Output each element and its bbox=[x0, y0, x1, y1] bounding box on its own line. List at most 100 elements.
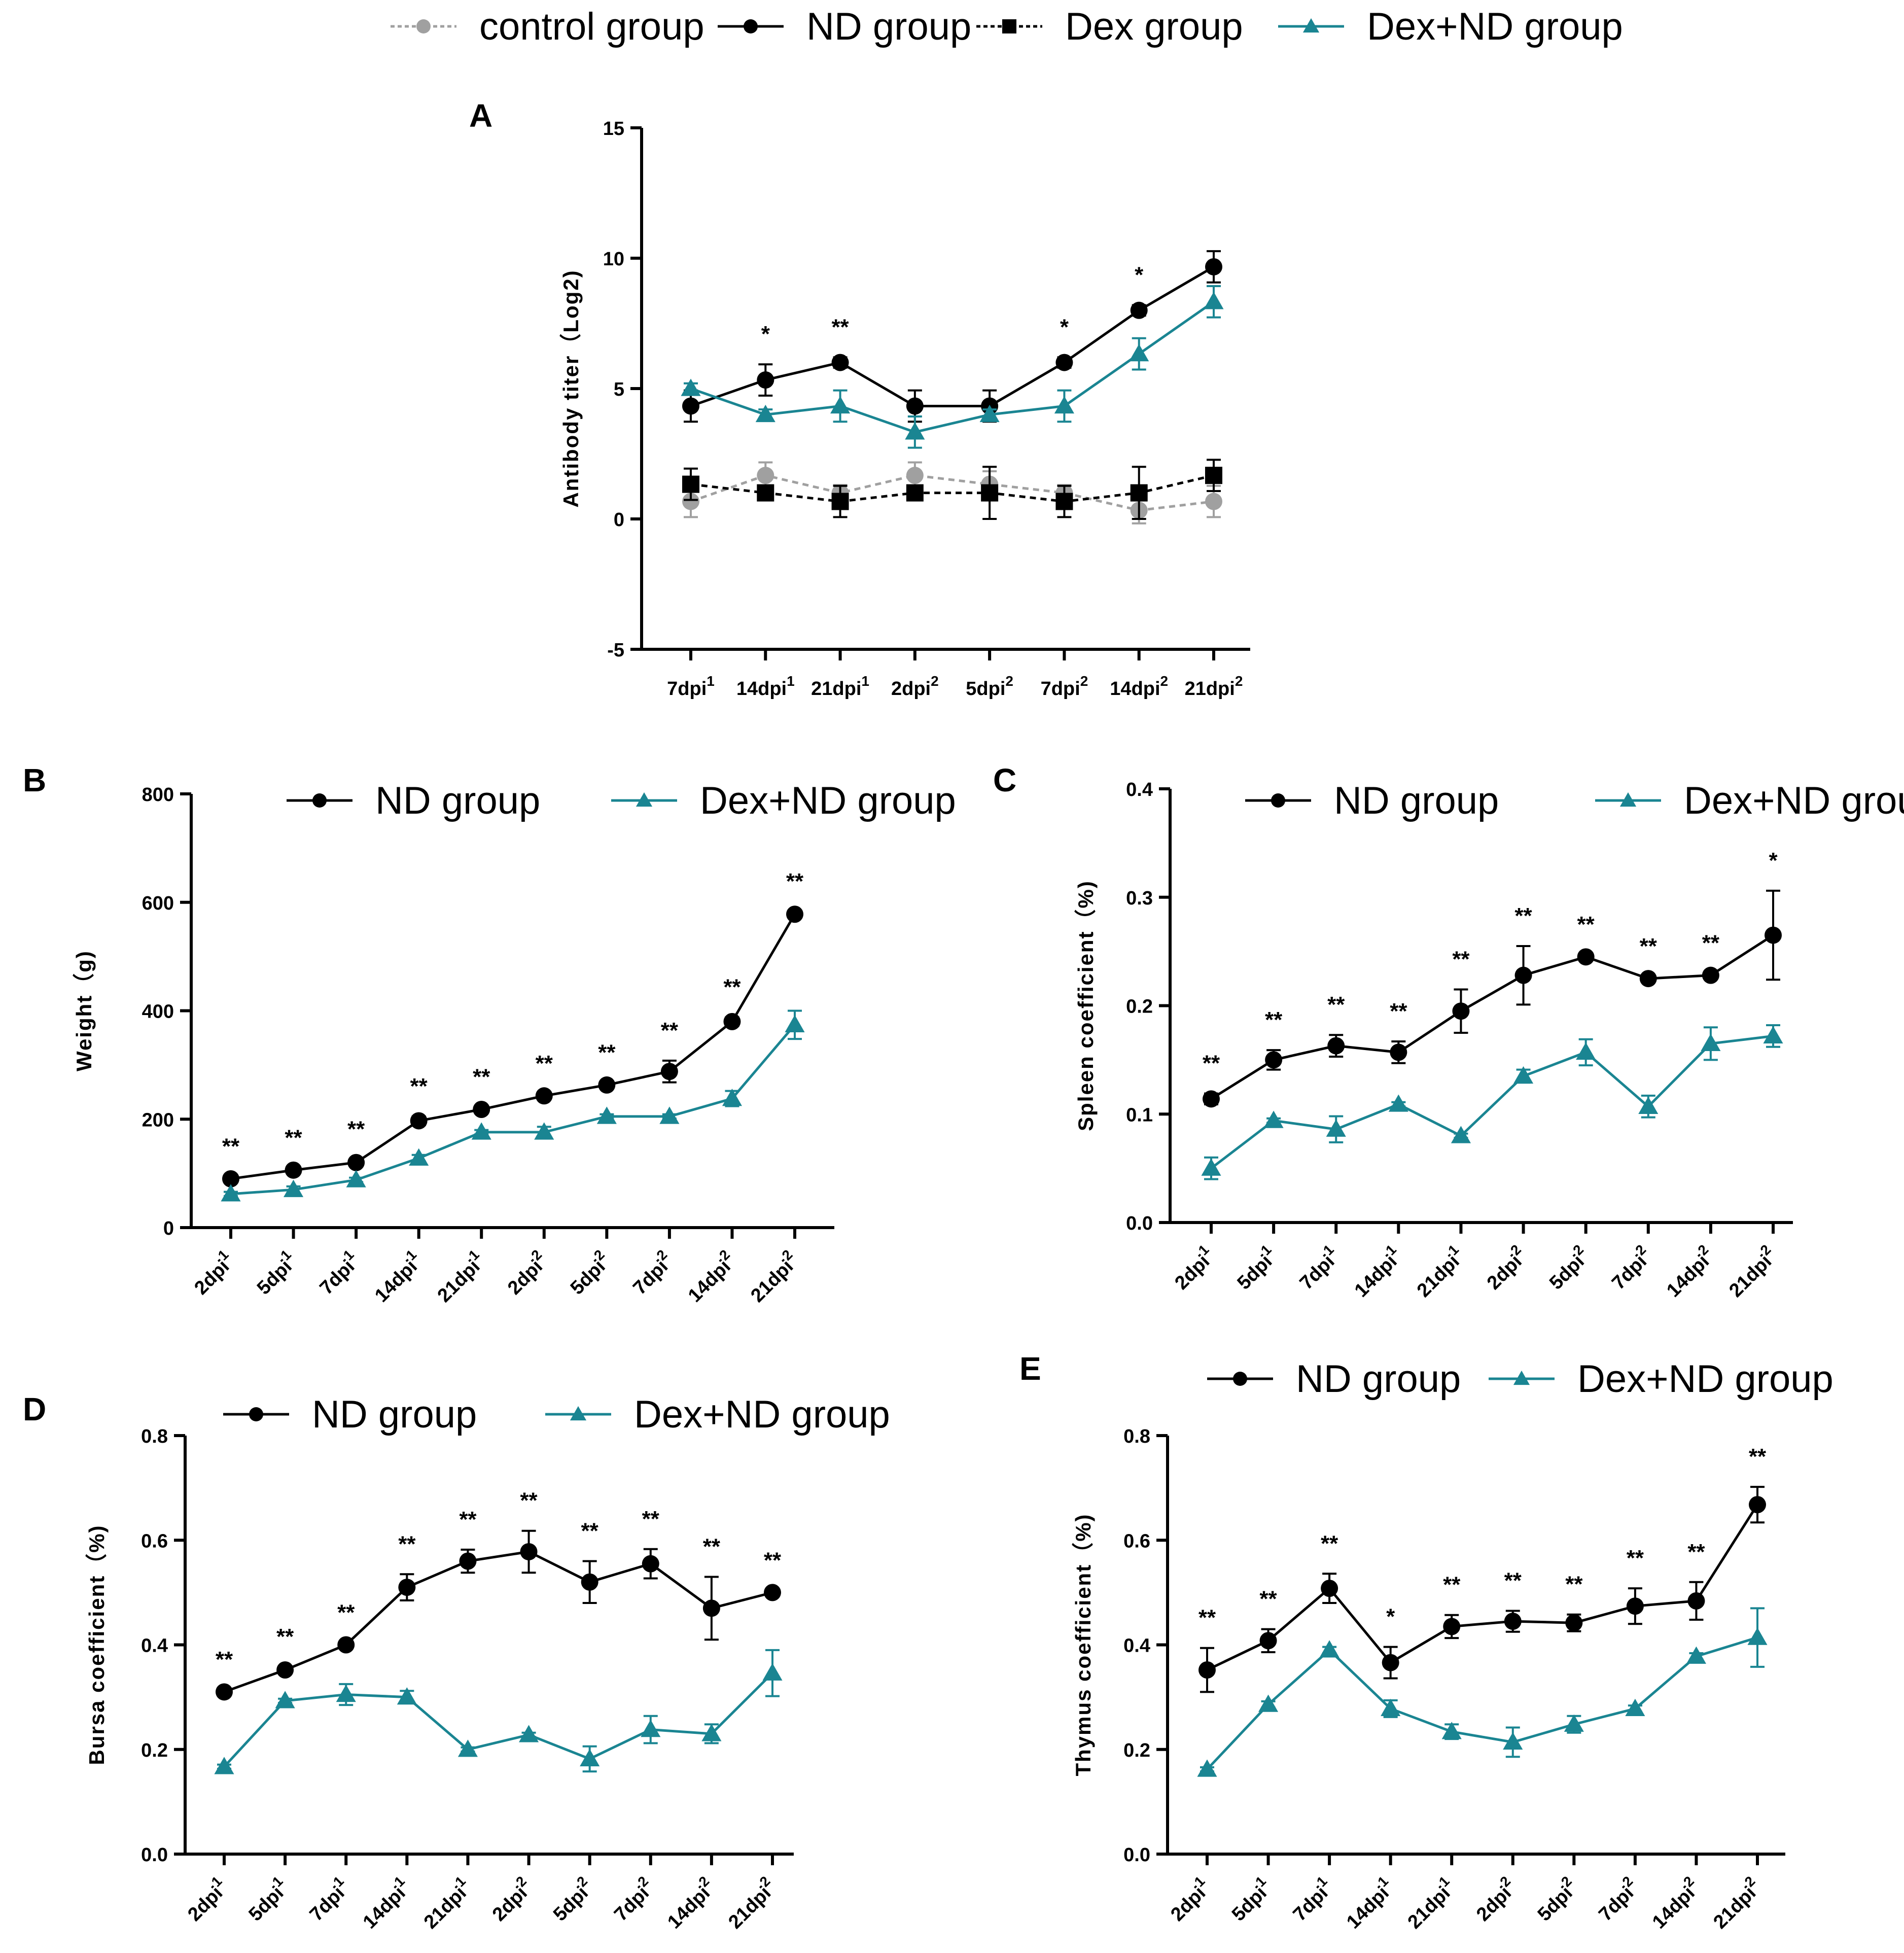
legend-nd: ND group bbox=[718, 5, 971, 48]
legend-dex-label: Dex group bbox=[1065, 5, 1243, 48]
significance-mark: ** bbox=[473, 1065, 490, 1090]
panel-label: A bbox=[469, 97, 492, 134]
y-tick-label: -5 bbox=[607, 640, 624, 661]
y-tick-label: 0.4 bbox=[141, 1635, 168, 1657]
data-point-control bbox=[757, 467, 774, 484]
x-tick-base: 7dpi bbox=[306, 1882, 349, 1926]
significance-mark: ** bbox=[1265, 1007, 1283, 1032]
x-tick-label: 14dpi2 bbox=[1659, 1242, 1719, 1302]
x-tick-base: 14dpi bbox=[1663, 1251, 1713, 1302]
data-point-dexnd bbox=[1204, 292, 1224, 309]
x-tick-label: 2dpi2 bbox=[891, 673, 939, 700]
data-point-dexnd bbox=[1197, 1759, 1217, 1777]
legend-dexnd-label: Dex+ND group bbox=[634, 1393, 890, 1436]
data-point-nd bbox=[410, 1112, 428, 1130]
x-tick-sup: 2 bbox=[1160, 673, 1169, 689]
series-dexnd bbox=[681, 285, 1224, 449]
x-tick-base: 7dpi bbox=[667, 678, 707, 700]
data-point-nd bbox=[1626, 1597, 1644, 1615]
significance-mark: ** bbox=[398, 1531, 416, 1556]
x-tick-label: 14dpi1 bbox=[1339, 1873, 1399, 1933]
x-tick-base: 5dpi bbox=[1233, 1251, 1277, 1294]
x-tick-base: 21dpi bbox=[724, 1882, 775, 1933]
data-point-dexnd bbox=[1054, 396, 1074, 414]
y-tick-label: 0.2 bbox=[141, 1740, 168, 1761]
y-axis-title: Bursa coefficient（%) bbox=[85, 1524, 109, 1765]
x-tick-base: 14dpi bbox=[736, 678, 787, 700]
significance-mark: ** bbox=[1687, 1540, 1705, 1564]
legend-nd: ND group bbox=[287, 779, 540, 822]
x-tick-base: 2dpi bbox=[891, 678, 931, 700]
series-dexnd bbox=[1201, 1024, 1783, 1180]
data-point-nd bbox=[757, 371, 774, 389]
x-tick-label: 21dpi1 bbox=[1409, 1242, 1469, 1302]
legend-dex: Dex group bbox=[976, 5, 1243, 48]
legend-dexnd-label: Dex+ND group bbox=[1367, 5, 1623, 48]
x-tick-label: 2dpi1 bbox=[1167, 1242, 1219, 1294]
panel-C: C 0.4 0.3 0.2 0.1 0.0 Spleen coefficient（%) 2dp… bbox=[993, 762, 1904, 1302]
legend-dexnd: Dex+ND group bbox=[1278, 5, 1623, 48]
x-tick-label: 5dpi2 bbox=[1530, 1873, 1582, 1926]
x-tick-sup: 1 bbox=[861, 673, 869, 689]
data-point-control bbox=[1205, 493, 1222, 510]
data-point-dexnd bbox=[519, 1725, 539, 1742]
x-tick-base: 14dpi bbox=[371, 1256, 421, 1307]
x-tick-sup: 2 bbox=[1080, 673, 1088, 689]
significance-mark: * bbox=[1769, 848, 1778, 873]
data-point-dex bbox=[1055, 493, 1073, 510]
data-point-nd bbox=[598, 1076, 616, 1094]
data-point-dexnd bbox=[1201, 1158, 1221, 1176]
data-point-dexnd bbox=[1258, 1694, 1279, 1712]
data-point-nd bbox=[347, 1154, 365, 1171]
significance-mark: ** bbox=[764, 1548, 782, 1573]
significance-mark: ** bbox=[1640, 934, 1658, 959]
data-point-dexnd bbox=[346, 1170, 366, 1188]
x-tick-base: 7dpi bbox=[1041, 678, 1080, 700]
y-tick-label: 0.6 bbox=[141, 1530, 168, 1552]
legend-dexnd-marker bbox=[1619, 792, 1637, 807]
y-tick-label: 0 bbox=[163, 1218, 174, 1239]
x-tick-label: 14dpi1 bbox=[1347, 1242, 1407, 1302]
y-tick-label: 0.8 bbox=[1123, 1426, 1150, 1447]
data-point-dexnd bbox=[1625, 1698, 1645, 1716]
x-tick-label: 2dpi2 bbox=[485, 1873, 537, 1926]
series-line-dexnd bbox=[690, 300, 1215, 434]
x-tick-base: 7dpi bbox=[610, 1882, 653, 1926]
data-point-nd bbox=[1205, 258, 1222, 275]
data-point-nd bbox=[1321, 1580, 1338, 1597]
x-tick-sup: 1 bbox=[787, 673, 795, 689]
data-point-dexnd bbox=[1326, 1119, 1346, 1137]
data-point-dexnd bbox=[1686, 1646, 1706, 1664]
x-tick-label: 2dpi2 bbox=[500, 1247, 552, 1299]
data-point-dexnd bbox=[641, 1720, 661, 1737]
x-tick-label: 7dpi1 bbox=[667, 673, 715, 700]
y-tick-label: 400 bbox=[142, 1001, 174, 1023]
x-tick-base: 2dpi bbox=[1472, 1882, 1515, 1926]
legend-nd-marker bbox=[312, 793, 327, 808]
data-point-nd bbox=[276, 1661, 294, 1679]
data-point-dexnd bbox=[659, 1106, 680, 1124]
data-point-nd bbox=[1577, 948, 1595, 966]
x-tick-label: 14dpi2 bbox=[660, 1873, 720, 1933]
x-tick-label: 2dpi2 bbox=[1469, 1873, 1521, 1926]
data-point-nd bbox=[337, 1636, 355, 1654]
x-tick-label: 21dpi1 bbox=[430, 1247, 490, 1307]
data-point-dex bbox=[1205, 467, 1222, 484]
data-point-dexnd bbox=[830, 396, 851, 414]
legend-dexnd-label: Dex+ND group bbox=[700, 779, 956, 822]
x-tick-base: 2dpi bbox=[504, 1256, 547, 1299]
data-point-dexnd bbox=[221, 1184, 241, 1202]
x-tick-base: 2dpi bbox=[184, 1882, 227, 1926]
data-point-dexnd bbox=[1388, 1094, 1408, 1112]
significance-mark: * bbox=[761, 322, 770, 346]
series-line-nd bbox=[224, 1550, 773, 1693]
y-tick-label: 15 bbox=[603, 118, 624, 140]
x-tick-label: 7dpi1 bbox=[302, 1873, 355, 1926]
data-point-dexnd bbox=[1747, 1627, 1768, 1645]
panel-B: B 8006004002000Weight（g)2dpi15dpi17dpi114… bbox=[23, 762, 956, 1307]
data-point-dexnd bbox=[701, 1724, 722, 1741]
data-point-control bbox=[906, 467, 924, 484]
data-point-dex bbox=[981, 484, 999, 502]
significance-mark: ** bbox=[1203, 1051, 1220, 1076]
panel-label: E bbox=[1019, 1350, 1041, 1387]
